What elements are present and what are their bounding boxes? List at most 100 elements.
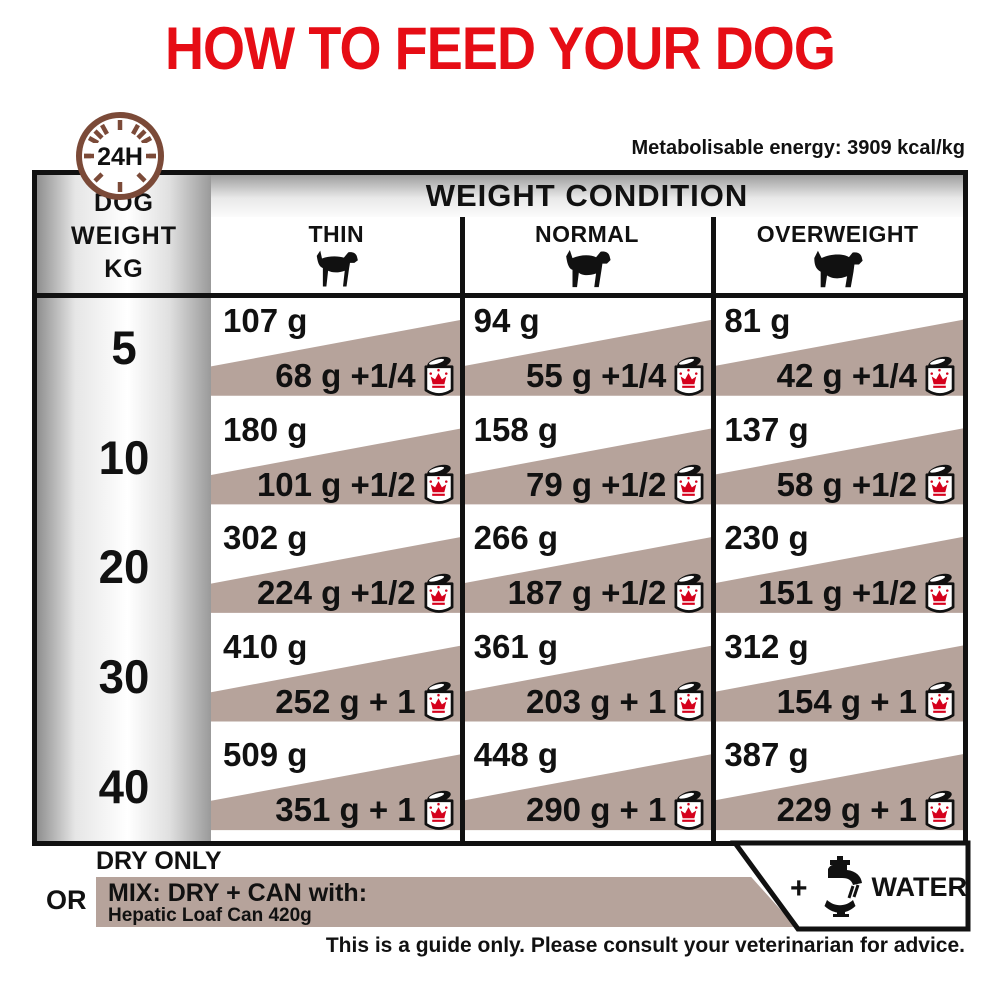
feeding-cell: 410 g 252 g + 1 xyxy=(211,624,462,733)
dog-weight-value: 5 xyxy=(111,321,137,375)
feeding-cell: 361 g 203 g + 1 xyxy=(461,624,713,733)
dog-weight-value: 30 xyxy=(98,650,150,704)
can-icon xyxy=(674,464,704,504)
dry-amount: 137 g xyxy=(724,410,809,448)
dry-amount: 448 g xyxy=(473,736,559,774)
feeding-cell: 180 g 101 g +1/2 xyxy=(211,407,462,516)
dry-amount: 180 g xyxy=(223,410,308,448)
dog-weight-column: DOG WEIGHT KG 5 10 20 30 40 xyxy=(37,175,211,841)
can-icon xyxy=(424,682,454,722)
water-content: + WATER xyxy=(790,852,970,922)
feeding-cell: 94 g 55 g +1/4 xyxy=(461,298,713,407)
dog-weight-value: 10 xyxy=(98,430,150,484)
mix-amount: 101 g +1/2 xyxy=(256,465,416,503)
metabolisable-energy-note: Metabolisable energy: 3909 kcal/kg xyxy=(631,137,966,159)
can-icon xyxy=(424,573,454,613)
dry-amount: 302 g xyxy=(223,519,308,557)
dry-amount: 107 g xyxy=(223,302,308,339)
mix-amount: 290 g + 1 xyxy=(525,791,667,829)
page-title: HOW TO FEED YOUR DOG xyxy=(164,15,836,82)
feeding-cell: 509 g 351 g + 1 xyxy=(211,732,462,841)
can-icon xyxy=(424,356,454,396)
feeding-cell: 312 g 154 g + 1 xyxy=(712,624,963,733)
mix-amount: 203 g + 1 xyxy=(525,682,667,720)
weight-condition-columns: WEIGHT CONDITION THIN NORMAL OVERWEIGHT xyxy=(211,175,963,841)
can-icon xyxy=(674,356,704,396)
dog-weight-value: 20 xyxy=(98,540,150,594)
mix-amount: 252 g + 1 xyxy=(275,682,416,720)
mix-amount: 79 g +1/2 xyxy=(525,465,667,503)
mix-amount-group: 203 g + 1 xyxy=(526,680,705,723)
water-tap-bowl-icon xyxy=(824,856,862,917)
mix-amount: 224 g +1/2 xyxy=(256,574,416,612)
mix-amount: 154 g + 1 xyxy=(776,682,917,720)
mix-amount: 55 g +1/4 xyxy=(525,357,667,395)
mix-legend-line1: MIX: DRY + CAN with: xyxy=(108,879,368,907)
thin-dog-icon xyxy=(317,250,359,287)
condition-thin-label: THIN xyxy=(308,221,365,247)
dry-amount: 312 g xyxy=(724,627,809,665)
mix-amount-group: 290 g + 1 xyxy=(526,789,705,832)
mix-amount-group: 58 g +1/2 xyxy=(777,463,956,506)
feeding-cell: 230 g 151 g +1/2 xyxy=(712,515,963,624)
feeding-cell: 81 g 42 g +1/4 xyxy=(712,298,963,407)
weight-header-line: WEIGHT xyxy=(71,222,177,250)
condition-normal-label: NORMAL xyxy=(535,221,639,247)
normal-dog-icon xyxy=(566,249,611,288)
mix-amount-group: 351 g + 1 xyxy=(275,789,454,832)
mix-amount-group: 154 g + 1 xyxy=(777,680,956,723)
mix-amount-group: 68 g +1/4 xyxy=(275,355,454,398)
weight-rows: 5 10 20 30 40 xyxy=(37,293,211,841)
mix-amount-group: 42 g +1/4 xyxy=(777,355,956,398)
mix-amount-group: 151 g +1/2 xyxy=(758,572,956,615)
column-divider xyxy=(711,217,716,841)
weight-header-line: KG xyxy=(104,255,144,283)
24h-clock-icon: 24H xyxy=(74,110,166,202)
mix-amount: 351 g + 1 xyxy=(275,791,416,829)
or-label: OR xyxy=(46,885,87,915)
dry-amount: 387 g xyxy=(724,736,809,774)
condition-normal: NORMAL xyxy=(462,217,713,293)
dry-amount: 361 g xyxy=(473,627,559,665)
can-icon xyxy=(925,464,955,504)
clock-face-icon xyxy=(76,112,164,200)
feeding-cell: 137 g 58 g +1/2 xyxy=(712,407,963,516)
disclaimer-text: This is a guide only. Please consult you… xyxy=(325,934,965,957)
dry-amount: 94 g xyxy=(473,302,540,339)
can-icon xyxy=(674,573,704,613)
dry-amount: 230 g xyxy=(724,519,809,557)
mix-legend-line2: Hepatic Loaf Can 420g xyxy=(108,905,312,926)
mix-amount: 229 g + 1 xyxy=(776,791,917,829)
feeding-table: DOG WEIGHT KG 5 10 20 30 40 WEIGHT CONDITION… xyxy=(32,170,968,846)
feeding-cell: 302 g 224 g +1/2 xyxy=(211,515,462,624)
overweight-dog-icon xyxy=(813,250,863,288)
mix-amount: 42 g +1/4 xyxy=(776,357,917,395)
weight-condition-header: WEIGHT CONDITION xyxy=(211,175,963,217)
feeding-cell: 387 g 229 g + 1 xyxy=(712,732,963,841)
mix-amount-group: 101 g +1/2 xyxy=(257,463,455,506)
mix-amount-group: 55 g +1/4 xyxy=(526,355,705,398)
mix-amount: 58 g +1/2 xyxy=(776,465,917,503)
feeding-cell: 448 g 290 g + 1 xyxy=(461,732,713,841)
can-icon xyxy=(674,682,704,722)
feeding-cell: 107 g 68 g +1/4 xyxy=(211,298,462,407)
condition-thin: THIN xyxy=(211,217,462,293)
mix-amount-group: 187 g +1/2 xyxy=(508,572,706,615)
clock-24h-label: 24H xyxy=(97,143,143,171)
dry-amount: 158 g xyxy=(473,410,559,448)
water-label: WATER xyxy=(871,871,968,902)
can-icon xyxy=(674,790,704,830)
can-icon xyxy=(925,573,955,613)
mix-legend-band: MIX: DRY + CAN with: Hepatic Loaf Can 42… xyxy=(96,877,796,927)
dry-only-label: DRY ONLY xyxy=(96,847,222,875)
can-icon xyxy=(925,682,955,722)
mix-amount-group: 229 g + 1 xyxy=(777,789,956,832)
condition-overweight-label: OVERWEIGHT xyxy=(756,221,919,247)
feeding-grid: 107 g 68 g +1/4 94 g 55 g +1/4 xyxy=(211,298,963,841)
plus-sign: + xyxy=(790,872,808,905)
can-icon xyxy=(424,790,454,830)
mix-amount-group: 252 g + 1 xyxy=(275,680,454,723)
mix-amount: 187 g +1/2 xyxy=(507,574,667,612)
condition-overweight: OVERWEIGHT xyxy=(712,217,963,293)
dry-amount: 410 g xyxy=(223,627,308,665)
